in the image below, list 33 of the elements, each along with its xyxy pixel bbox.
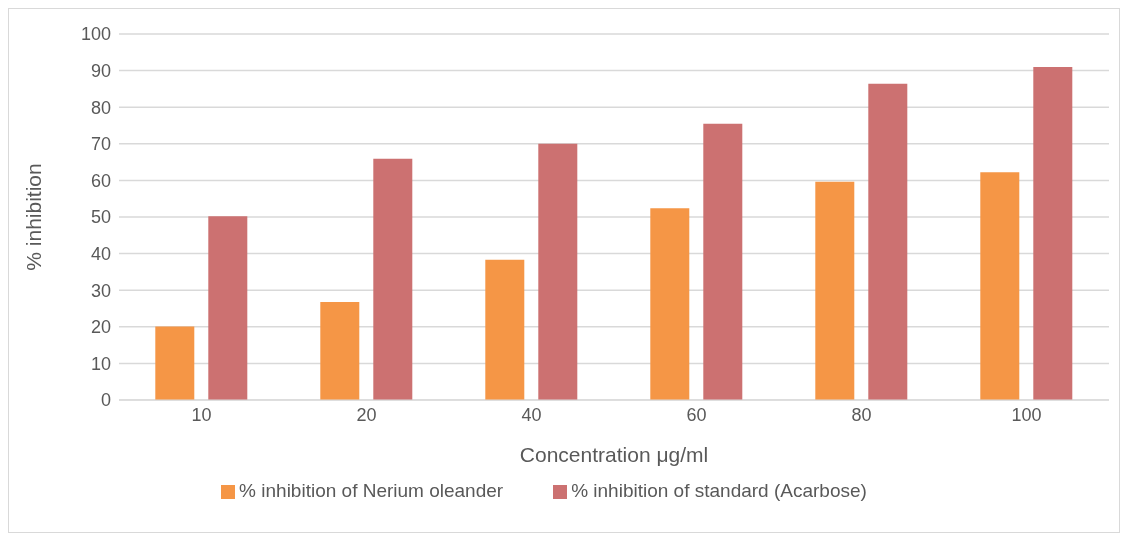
x-tick-label: 80: [851, 404, 872, 425]
x-tick-label: 20: [356, 404, 377, 425]
x-tick-label: 40: [521, 404, 542, 425]
y-tick-label: 70: [90, 134, 111, 155]
y-axis-title: % inhibition: [22, 163, 46, 271]
y-tick-label: 90: [90, 60, 111, 81]
bar: [1033, 66, 1073, 400]
bar: [868, 83, 908, 400]
bar: [208, 216, 248, 400]
legend-label: % inhibition of Nerium oleander: [239, 480, 504, 501]
y-tick-label: 100: [80, 24, 111, 45]
bar: [703, 123, 743, 400]
x-tick-label: 60: [686, 404, 707, 425]
y-tick-label: 60: [90, 170, 111, 191]
y-tick-label: 20: [90, 317, 111, 338]
bar: [485, 259, 525, 400]
bar: [538, 143, 578, 400]
x-tick-label: 100: [1011, 404, 1042, 425]
y-tick-label: 80: [90, 97, 111, 118]
bar: [155, 326, 195, 400]
legend-label: % inhibition of standard (Acarbose): [571, 480, 867, 501]
bar: [320, 301, 360, 400]
y-tick-label: 50: [90, 207, 111, 228]
y-tick-label: 10: [90, 353, 111, 374]
bar: [373, 158, 413, 400]
y-tick-label: 0: [100, 390, 111, 411]
y-tick-label: 30: [90, 280, 111, 301]
bar: [650, 208, 690, 400]
bar: [815, 181, 855, 400]
bar: [980, 172, 1020, 400]
y-tick-label: 40: [90, 243, 111, 264]
x-tick-label: 10: [191, 404, 212, 425]
x-axis-title: Concentration μg/ml: [519, 443, 709, 466]
